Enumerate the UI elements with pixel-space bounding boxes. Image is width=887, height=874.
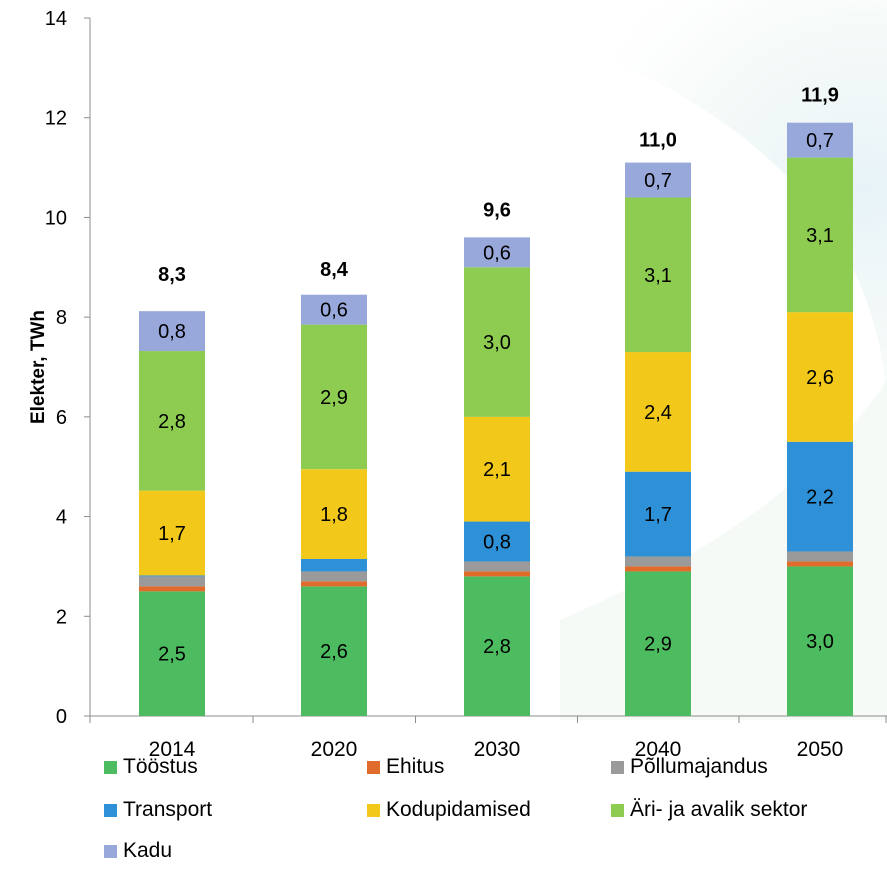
x-tick-label: 2050 xyxy=(797,738,844,761)
total-label: 11,0 xyxy=(639,130,677,152)
total-label: 11,9 xyxy=(801,85,839,107)
bar-segment xyxy=(464,521,530,562)
y-tick-label: 2 xyxy=(56,606,67,628)
data-label: 2,6 xyxy=(806,367,834,389)
background-decoration xyxy=(420,0,887,420)
bar-segment xyxy=(464,561,530,572)
bar-segment xyxy=(301,294,367,325)
y-tick-label: 14 xyxy=(45,8,67,30)
y-tick-label: 0 xyxy=(56,706,67,728)
x-tick-label: 2030 xyxy=(474,738,521,761)
data-label: 0,6 xyxy=(483,242,511,264)
bar-segment xyxy=(787,122,853,158)
total-label: 8,3 xyxy=(158,264,186,286)
data-label: 0,8 xyxy=(483,532,511,554)
bar-segment xyxy=(139,311,205,352)
bar-segment xyxy=(139,575,205,577)
data-label: 0,8 xyxy=(158,321,186,343)
bar-segment xyxy=(464,416,530,522)
data-label: 3,0 xyxy=(483,332,511,354)
bar-segment xyxy=(464,571,530,577)
bar-segment xyxy=(301,581,367,587)
data-label: 3,1 xyxy=(806,225,834,247)
bar-segment xyxy=(464,576,530,716)
y-axis-title: Elekter, TWh xyxy=(28,310,49,424)
data-label: 2,9 xyxy=(320,387,348,409)
bar-segment xyxy=(464,237,530,268)
bar-segment xyxy=(139,351,205,491)
data-label: 2,1 xyxy=(483,459,511,481)
bar-segment xyxy=(787,566,853,716)
bar-segment xyxy=(139,576,205,587)
data-label: 2,8 xyxy=(483,636,511,658)
data-label: 2,5 xyxy=(158,644,186,666)
bar-segment xyxy=(625,352,691,472)
data-label: 2,4 xyxy=(644,402,672,424)
bar-segment xyxy=(139,490,205,576)
y-tick-label: 8 xyxy=(56,307,67,329)
data-label: 2,6 xyxy=(320,641,348,663)
bar-segment xyxy=(787,312,853,442)
bar-segment xyxy=(139,586,205,592)
bar-segment xyxy=(787,551,853,562)
data-label: 0,7 xyxy=(806,130,834,152)
bar-segment xyxy=(301,571,367,582)
bar-segment xyxy=(625,162,691,198)
bar-segment xyxy=(787,561,853,567)
bar-segment xyxy=(464,267,530,417)
data-label: 2,2 xyxy=(806,487,834,509)
data-label: 3,0 xyxy=(806,631,834,653)
data-label: 1,7 xyxy=(158,523,186,545)
bar-segment xyxy=(787,157,853,313)
total-label: 9,6 xyxy=(483,199,511,221)
y-tick-label: 4 xyxy=(56,507,67,529)
bar-segment xyxy=(625,556,691,567)
bar-segment xyxy=(301,586,367,716)
bar-segment xyxy=(301,469,367,559)
bar-segment xyxy=(625,197,691,353)
x-tick-label: 2040 xyxy=(635,738,682,761)
bar-segment xyxy=(787,441,853,552)
bar-segment xyxy=(301,324,367,470)
bar-segment xyxy=(301,558,367,572)
data-label: 0,6 xyxy=(320,300,348,322)
total-label: 8,4 xyxy=(320,259,349,281)
data-label: 2,8 xyxy=(158,411,186,433)
x-tick-label: 2014 xyxy=(149,738,196,761)
y-tick-label: 10 xyxy=(45,207,67,229)
y-tick-label: 12 xyxy=(45,108,67,130)
bar-segment xyxy=(625,566,691,572)
y-tick-label: 6 xyxy=(56,407,67,429)
data-label: 1,7 xyxy=(644,504,672,526)
data-label: 3,1 xyxy=(644,265,672,287)
data-label: 2,9 xyxy=(644,634,672,656)
bar-segment xyxy=(139,591,205,716)
data-label: 0,7 xyxy=(644,170,672,192)
data-label: 1,8 xyxy=(320,504,348,526)
x-tick-label: 2020 xyxy=(311,738,358,761)
bar-segment xyxy=(625,571,691,716)
bar-segment xyxy=(625,471,691,557)
